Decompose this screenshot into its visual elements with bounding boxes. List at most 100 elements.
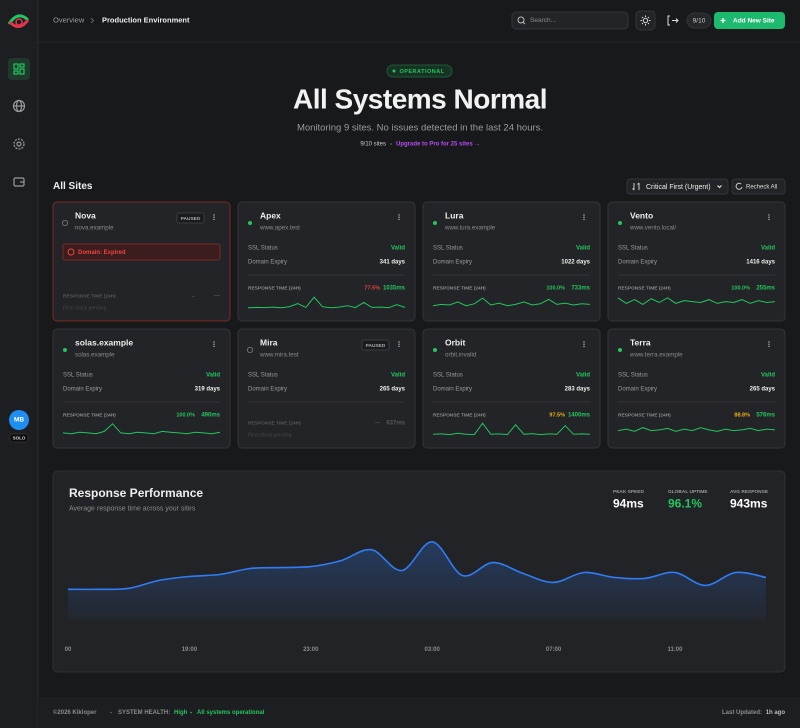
recheck-button[interactable] [731, 178, 786, 195]
status-dot [61, 219, 69, 227]
uptime: 88.8% [734, 412, 750, 418]
latency: 733ms [571, 286, 590, 292]
menu-dot [213, 343, 215, 345]
response-label: RESPONSE TIME (24H) [63, 293, 116, 299]
sort-dropdown[interactable] [626, 178, 729, 195]
performance-title: Response Performance [69, 486, 203, 500]
nav-settings-icon[interactable] [13, 138, 25, 150]
latency: 576ms [756, 413, 775, 419]
site-name: solas.example [75, 337, 133, 347]
info-value: 341 days [380, 260, 406, 266]
sparkline [62, 423, 221, 435]
uptime: 97.5% [549, 412, 565, 418]
site-card [607, 328, 786, 449]
info-label: Domain Expiry [248, 387, 287, 393]
plan-label: SOLO [13, 436, 26, 441]
menu-dot [768, 216, 770, 218]
search-placeholder: Search... [530, 17, 556, 24]
sparkline [432, 297, 591, 307]
status-pill-dot [392, 69, 396, 73]
breadcrumb-chevron [90, 17, 95, 24]
breadcrumb-link[interactable]: Overview [53, 15, 85, 24]
theme-button[interactable] [635, 10, 656, 31]
x-tick-label: 11:00 [667, 647, 683, 653]
nav-globe-icon[interactable] [12, 99, 26, 113]
alert-text: Domain: Expired [78, 250, 126, 256]
response-label: RESPONSE TIME (24H) [618, 412, 671, 418]
info-value: 265 days [380, 387, 406, 393]
menu-dot [398, 343, 400, 345]
menu-dot [768, 343, 770, 345]
menu-dot [213, 341, 215, 343]
x-tick-label: 23:00 [303, 647, 319, 653]
info-label: Domain Expiry [618, 387, 657, 393]
menu-dot [583, 345, 585, 348]
nav-active[interactable] [8, 58, 30, 80]
latency: 1400ms [568, 413, 591, 419]
status-dot [63, 348, 67, 352]
performance-chart: 00 19:00 23:00 03:00 07:00 11:00 PEAK SPEED 94m… [65, 489, 769, 653]
info-label: SSL Status [248, 246, 278, 252]
menu-dot [398, 341, 400, 343]
stat-label: AVG RESPONSE [730, 489, 769, 495]
info-value: Valid [576, 246, 590, 252]
site-name: Vento [630, 210, 653, 220]
search-icon [517, 16, 526, 25]
updated-value: 1h ago [766, 710, 786, 716]
sidebar [0, 0, 38, 728]
nav-wallet-icon[interactable] [13, 177, 25, 187]
add-icon [720, 18, 726, 23]
info-label: Domain Expiry [433, 387, 472, 393]
info-label: Domain Expiry [618, 260, 657, 266]
info-value: 283 days [565, 387, 591, 393]
site-name: Lura [445, 210, 464, 220]
status-dot [433, 221, 437, 225]
pending-note: First check pending [63, 305, 107, 311]
footer [38, 697, 800, 728]
alert-icon [67, 248, 75, 256]
paused-label: PAUSED [181, 216, 201, 222]
stat-label: GLOBAL UPTIME [668, 489, 708, 495]
menu-dot [213, 345, 215, 348]
uptime: — [375, 420, 381, 426]
sparkline [617, 297, 776, 305]
site-grid: Nova nova.example PAUSED Domain: Expired RES… [52, 201, 786, 449]
status-badge: OPERATIONAL [399, 69, 444, 75]
menu-dot [583, 343, 585, 345]
uptime: -- [191, 293, 195, 299]
info-value: Valid [761, 246, 775, 252]
menu-dot [768, 345, 770, 348]
status-dot [618, 221, 622, 225]
site-name: Apex [260, 210, 281, 220]
status-dot [248, 221, 252, 225]
menu-dot [213, 214, 215, 216]
info-label: SSL Status [248, 373, 278, 379]
performance-subtitle: Average response time across your sites [69, 505, 196, 512]
menu-dot [768, 218, 770, 221]
logo [7, 14, 30, 28]
add-site-button[interactable] [714, 12, 785, 29]
theme-icon [640, 15, 651, 26]
upgrade-link[interactable]: Upgrade to Pro for 25 sites → [396, 142, 480, 148]
section-title: All Sites [53, 181, 93, 192]
site-name: Orbit [445, 337, 465, 347]
menu-dot [398, 345, 400, 348]
avatar[interactable] [9, 410, 29, 430]
logout-icon[interactable] [667, 15, 679, 26]
info-label: Domain Expiry [248, 260, 287, 266]
site-name: Mira [260, 337, 278, 347]
info-value: 265 days [750, 387, 776, 393]
health-note: All systems operational [197, 710, 265, 716]
search-box[interactable] [511, 11, 629, 30]
nav-dashboard-icon[interactable] [13, 63, 25, 75]
site-url: www.mira.test [259, 352, 299, 359]
add-site-label: Add New Site [733, 18, 775, 25]
area-fill [68, 541, 766, 620]
sparkline [247, 296, 406, 309]
site-card [607, 201, 786, 322]
info-label: SSL Status [433, 373, 463, 379]
site-count-pill [686, 12, 712, 29]
status-pill [386, 64, 453, 78]
footer-separator [110, 711, 112, 714]
site-url: nova.example [75, 225, 114, 232]
